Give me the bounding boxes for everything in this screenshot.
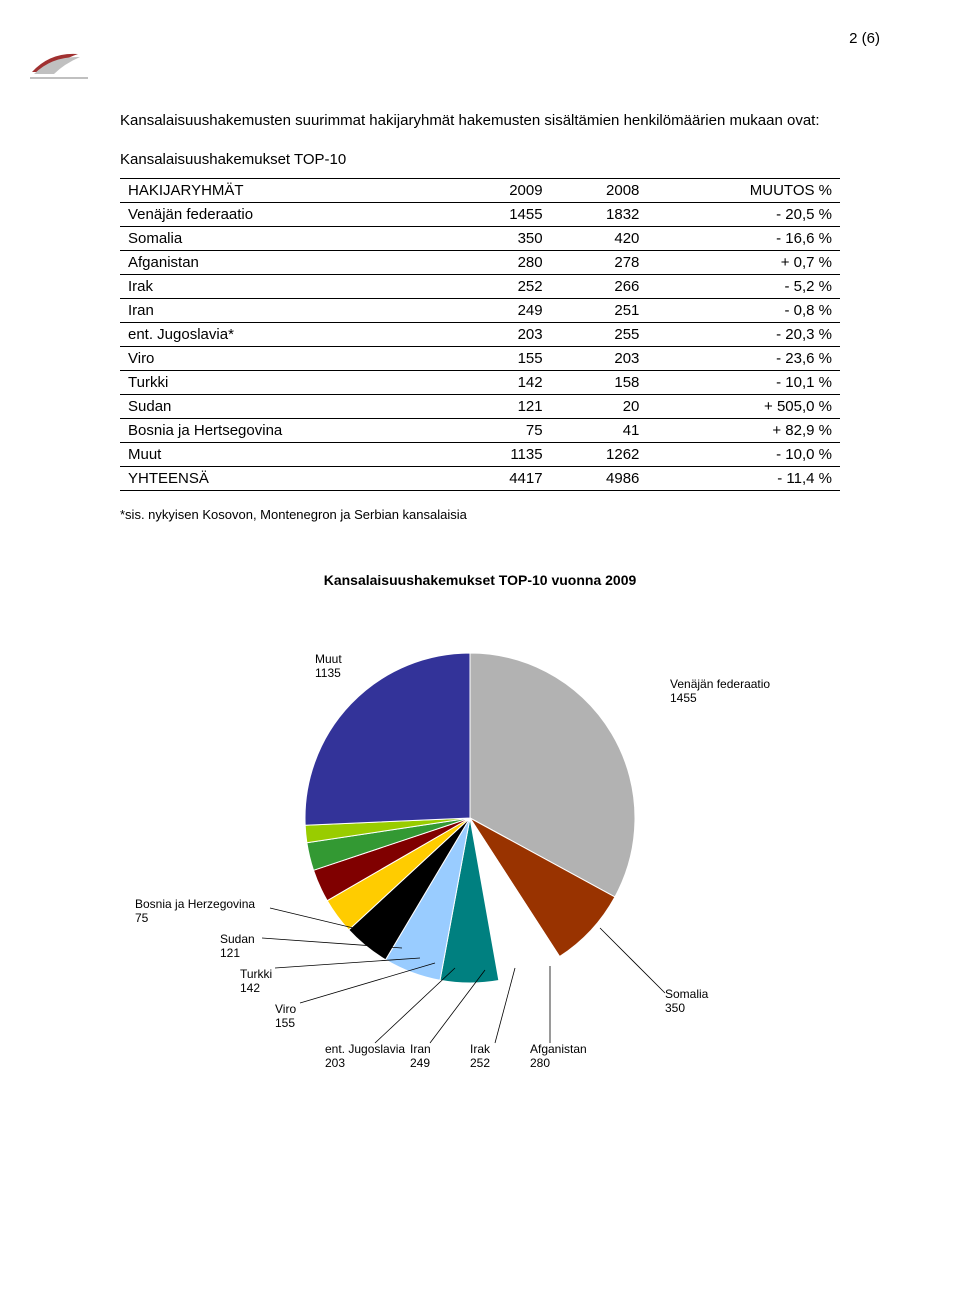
page-number: 2 (6): [849, 30, 880, 47]
cell-2008: 255: [551, 323, 648, 347]
table-row: Viro155203- 23,6 %: [120, 347, 840, 371]
cell-2009: 1455: [454, 203, 551, 227]
cell-group: Sudan: [120, 395, 454, 419]
col-change: MUUTOS %: [647, 179, 840, 203]
cell-change: - 5,2 %: [647, 275, 840, 299]
cell-group: Irak: [120, 275, 454, 299]
cell-2008: 4986: [551, 467, 648, 491]
slice-label: Bosnia ja Herzegovina75: [135, 897, 255, 925]
table-row: Muut11351262- 10,0 %: [120, 443, 840, 467]
cell-2009: 1135: [454, 443, 551, 467]
cell-group: ent. Jugoslavia*: [120, 323, 454, 347]
cell-2008: 278: [551, 251, 648, 275]
cell-change: - 10,0 %: [647, 443, 840, 467]
cell-group: Iran: [120, 299, 454, 323]
cell-group: Somalia: [120, 227, 454, 251]
cell-2008: 420: [551, 227, 648, 251]
cell-change: - 0,8 %: [647, 299, 840, 323]
cell-2008: 158: [551, 371, 648, 395]
cell-change: - 23,6 %: [647, 347, 840, 371]
table-row: ent. Jugoslavia*203255- 20,3 %: [120, 323, 840, 347]
leader-line: [300, 963, 435, 1003]
slice-label: ent. Jugoslavia203: [325, 1042, 405, 1070]
table-row: YHTEENSÄ44174986- 11,4 %: [120, 467, 840, 491]
leader-line: [600, 928, 665, 993]
table-header-row: HAKIJARYHMÄT 2009 2008 MUUTOS %: [120, 179, 840, 203]
cell-2008: 1262: [551, 443, 648, 467]
cell-2008: 251: [551, 299, 648, 323]
cell-change: - 10,1 %: [647, 371, 840, 395]
cell-change: - 11,4 %: [647, 467, 840, 491]
footnote: *sis. nykyisen Kosovon, Montenegron ja S…: [120, 507, 880, 522]
cell-group: YHTEENSÄ: [120, 467, 454, 491]
cell-2009: 4417: [454, 467, 551, 491]
cell-change: - 20,3 %: [647, 323, 840, 347]
slice-label: Sudan121: [220, 932, 255, 960]
cell-group: Turkki: [120, 371, 454, 395]
cell-2009: 249: [454, 299, 551, 323]
table-row: Sudan12120+ 505,0 %: [120, 395, 840, 419]
col-2009: 2009: [454, 179, 551, 203]
cell-2009: 75: [454, 419, 551, 443]
cell-change: - 16,6 %: [647, 227, 840, 251]
col-group: HAKIJARYHMÄT: [120, 179, 454, 203]
chart-title: Kansalaisuushakemukset TOP-10 vuonna 200…: [80, 572, 880, 588]
col-2008: 2008: [551, 179, 648, 203]
cell-2008: 203: [551, 347, 648, 371]
slice-label: Afganistan280: [530, 1042, 587, 1070]
slice-label: Irak252: [470, 1042, 491, 1070]
cell-2008: 41: [551, 419, 648, 443]
cell-2008: 20: [551, 395, 648, 419]
cell-2008: 1832: [551, 203, 648, 227]
cell-group: Bosnia ja Hertsegovina: [120, 419, 454, 443]
cell-2008: 266: [551, 275, 648, 299]
cell-change: + 505,0 %: [647, 395, 840, 419]
slice-label: Viro155: [275, 1002, 296, 1030]
cell-group: Venäjän federaatio: [120, 203, 454, 227]
cell-2009: 203: [454, 323, 551, 347]
table-row: Irak252266- 5,2 %: [120, 275, 840, 299]
cell-group: Muut: [120, 443, 454, 467]
cell-2009: 280: [454, 251, 551, 275]
logo-icon: [30, 42, 90, 82]
table-row: Iran249251- 0,8 %: [120, 299, 840, 323]
slice-label: Muut1135: [315, 652, 342, 680]
table-row: Turkki142158- 10,1 %: [120, 371, 840, 395]
table-row: Bosnia ja Hertsegovina7541+ 82,9 %: [120, 419, 840, 443]
cell-2009: 121: [454, 395, 551, 419]
cell-2009: 252: [454, 275, 551, 299]
slice-label: Venäjän federaatio1455: [670, 677, 770, 705]
cell-change: - 20,5 %: [647, 203, 840, 227]
slice-label: Iran249: [410, 1042, 431, 1070]
table-row: Somalia350420- 16,6 %: [120, 227, 840, 251]
intro-text: Kansalaisuushakemusten suurimmat hakijar…: [120, 110, 880, 131]
cell-change: + 82,9 %: [647, 419, 840, 443]
leader-line: [375, 968, 455, 1043]
table-row: Afganistan280278+ 0,7 %: [120, 251, 840, 275]
cell-group: Afganistan: [120, 251, 454, 275]
slice-label: Somalia350: [665, 987, 709, 1015]
cell-2009: 155: [454, 347, 551, 371]
cell-2009: 350: [454, 227, 551, 251]
table-row: Venäjän federaatio14551832- 20,5 %: [120, 203, 840, 227]
slice-label: Turkki142: [240, 967, 272, 995]
table-title: Kansalaisuushakemukset TOP-10: [120, 151, 880, 168]
cell-change: + 0,7 %: [647, 251, 840, 275]
data-table: HAKIJARYHMÄT 2009 2008 MUUTOS % Venäjän …: [120, 178, 840, 491]
cell-group: Viro: [120, 347, 454, 371]
pie-chart: Venäjän federaatio1455 Somalia350 Afganist…: [100, 608, 860, 1092]
cell-2009: 142: [454, 371, 551, 395]
